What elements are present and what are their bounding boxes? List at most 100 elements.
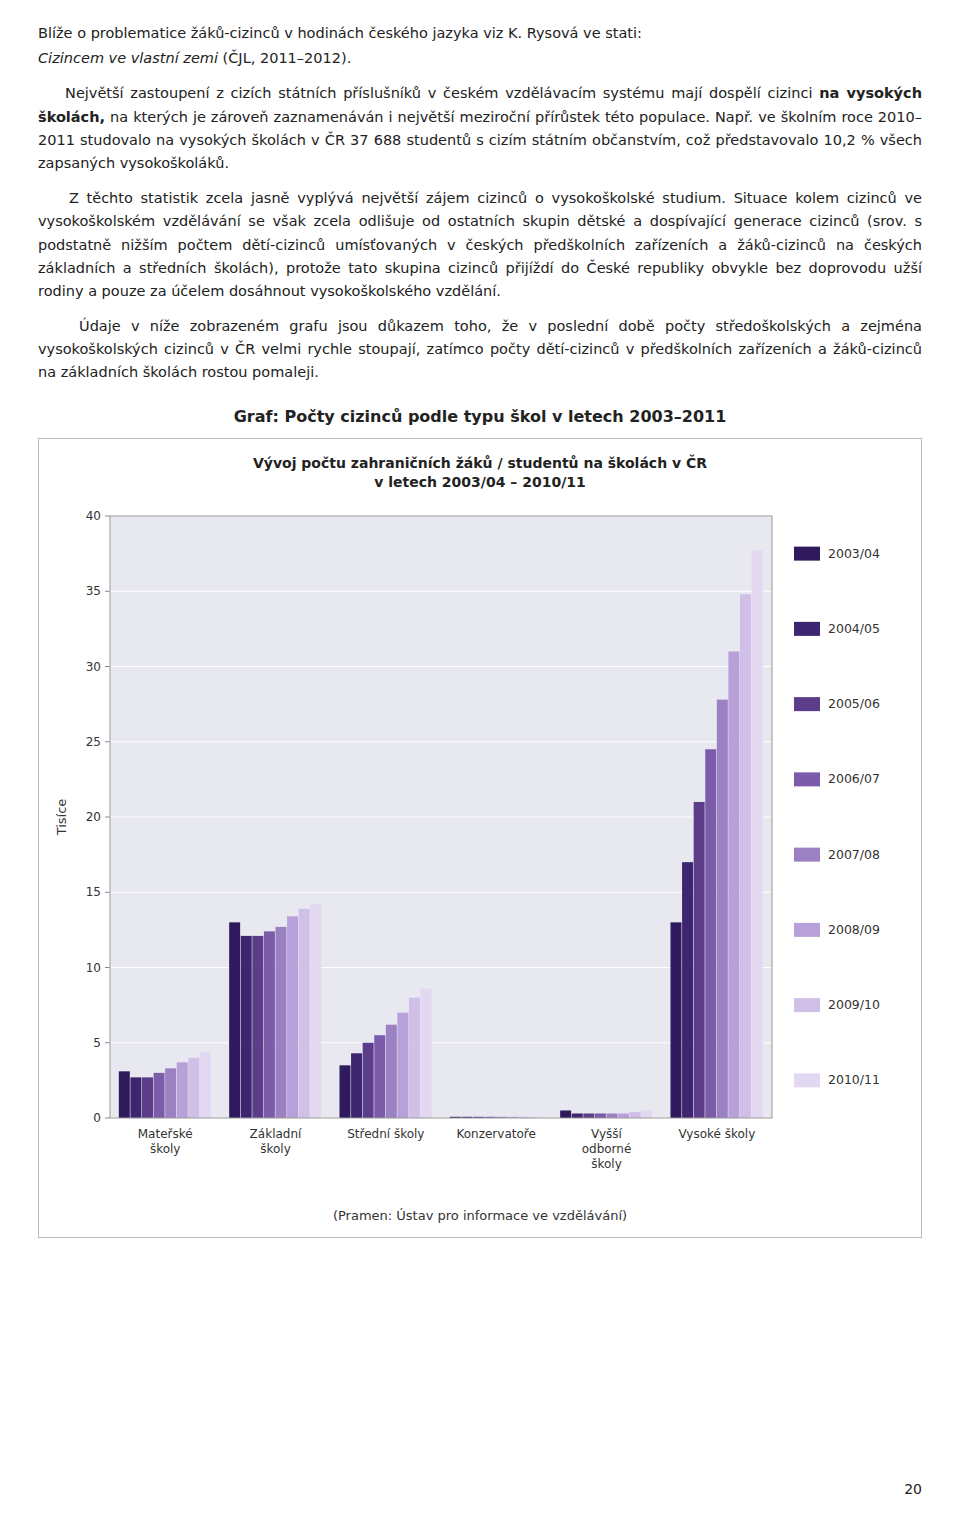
bar (177, 1062, 188, 1118)
grid-line (110, 590, 772, 591)
text-line: Základní (250, 1127, 302, 1141)
bar (630, 1112, 641, 1118)
legend-label: 2005/06 (828, 696, 880, 711)
text-run: Údaje v níže zobrazeném grafu jsou důkaz… (38, 318, 927, 380)
bar (717, 699, 728, 1117)
bar (374, 1035, 385, 1118)
bar (241, 936, 252, 1118)
bar (752, 550, 763, 1117)
category-label: Střední školy (347, 1127, 424, 1141)
bar (386, 1024, 397, 1117)
bar (351, 1053, 362, 1118)
legend-label: 2010/11 (828, 1072, 880, 1087)
bar (595, 1113, 606, 1118)
grid-line (110, 816, 772, 817)
tick-label: 25 (86, 734, 101, 748)
tick-label: 40 (86, 509, 101, 523)
bar (154, 1072, 165, 1117)
tick-mark (105, 590, 110, 591)
text-line: Mateřské (138, 1127, 193, 1141)
legend-label: 2007/08 (828, 846, 880, 861)
bar (572, 1113, 583, 1118)
grid-line (110, 891, 772, 892)
page-number: 20 (904, 1481, 922, 1497)
bar (694, 802, 705, 1118)
bar (618, 1113, 629, 1118)
page: Blíže o problematice žáků-cizinců v hodi… (0, 0, 960, 1238)
legend-swatch (794, 998, 820, 1012)
legend-label: 2009/10 (828, 997, 880, 1012)
bar (310, 904, 321, 1118)
paragraph: Největší zastoupení z cizích státních př… (38, 82, 922, 175)
tick-mark (105, 515, 110, 516)
bar (119, 1071, 130, 1118)
source: (Pramen: Ústav pro informace ve vzdělává… (333, 1208, 627, 1223)
text-run: Blíže o problematice žáků-cizinců v hodi… (38, 25, 642, 41)
bar (363, 1042, 374, 1117)
bar (165, 1068, 176, 1118)
bar (229, 922, 240, 1118)
bar (130, 1077, 141, 1118)
chart-border (39, 438, 922, 1237)
text-line: školy (591, 1157, 622, 1171)
bar (264, 931, 275, 1118)
legend-swatch (794, 772, 820, 786)
bar (142, 1077, 153, 1118)
legend-swatch (794, 847, 820, 861)
bar (670, 922, 681, 1118)
text-line: školy (150, 1142, 181, 1156)
paragraph: Údaje v níže zobrazeném grafu jsou důkaz… (38, 315, 922, 385)
tick-label: 20 (86, 810, 101, 824)
bar (339, 1065, 350, 1118)
legend-swatch (794, 546, 820, 560)
grid-line (110, 666, 772, 667)
tick-mark (105, 967, 110, 968)
text-line: Vývoj počtu zahraničních žáků / studentů… (253, 454, 707, 471)
legend-label: 2008/09 (828, 922, 880, 937)
bar (740, 594, 751, 1118)
bar (299, 908, 310, 1117)
tick-mark (105, 1117, 110, 1118)
text-line: v letech 2003/04 – 2010/11 (374, 474, 586, 490)
text-line: Konzervatoře (456, 1127, 535, 1141)
grid-line (110, 741, 772, 742)
bar (409, 997, 420, 1117)
tick-mark (105, 1042, 110, 1043)
category-label: Vyššíodbornéškoly (582, 1127, 632, 1171)
bar (276, 926, 287, 1117)
paragraph: Z těchto statistik zcela jasně vyplývá n… (38, 187, 922, 303)
legend-swatch (794, 1073, 820, 1087)
chart-title: Vývoj počtu zahraničních žáků / studentů… (253, 454, 707, 490)
legend-swatch (794, 622, 820, 636)
bar (252, 936, 263, 1118)
tick-label: 15 (86, 885, 101, 899)
text-line: Střední školy (347, 1127, 424, 1141)
bar (200, 1051, 211, 1117)
tick-label: 5 (93, 1035, 101, 1049)
tick-label: 10 (86, 960, 101, 974)
plot-background (110, 516, 772, 1118)
legend-label: 2004/05 (828, 621, 880, 636)
category-label: Základníškoly (250, 1127, 302, 1156)
legend-swatch (794, 923, 820, 937)
bar (641, 1110, 652, 1118)
tick-label: 35 (86, 584, 101, 598)
paragraph: Blíže o problematice žáků-cizinců v hodi… (38, 22, 922, 45)
tick-mark (105, 891, 110, 892)
category-label: Vysoké školy (678, 1127, 755, 1141)
category-label: Mateřskéškoly (138, 1127, 193, 1156)
y-axis-label: Tisíce (54, 798, 69, 836)
bar (607, 1113, 618, 1118)
bar (287, 916, 298, 1118)
legend-label: 2006/07 (828, 771, 880, 786)
bar (421, 988, 432, 1117)
tick-mark (105, 666, 110, 667)
bar (583, 1113, 594, 1118)
bar (560, 1110, 571, 1118)
text-run: Cizincem ve vlastní zemi (38, 50, 218, 66)
text-run: Z těchto statistik zcela jasně vyplývá n… (38, 190, 927, 299)
text-line: odborné (582, 1142, 632, 1156)
text-run: (ČJL, 2011–2012). (218, 50, 351, 66)
bar (397, 1012, 408, 1117)
text-line: školy (260, 1142, 291, 1156)
